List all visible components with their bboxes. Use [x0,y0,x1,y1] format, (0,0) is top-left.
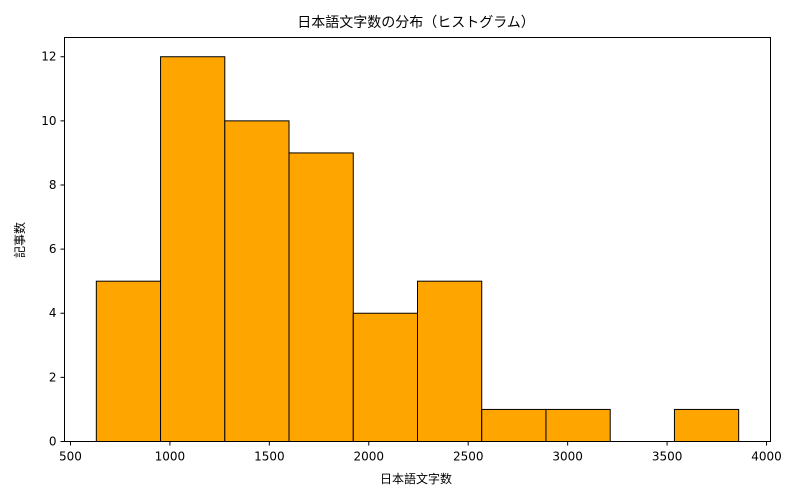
histogram-bar [95,280,162,442]
y-axis: 0 2 4 6 8 10 12 [41,50,65,449]
x-tick-label: 2000 [354,450,385,464]
x-tick-label: 1000 [155,450,186,464]
histogram-bar [224,120,290,442]
x-tick-label: 3000 [552,450,583,464]
histogram-bar [673,408,740,442]
y-tick-label: 4 [49,306,57,320]
histogram-bar [417,280,483,442]
y-axis-label: 記事数 [12,222,27,258]
x-axis-label: 日本語文字数 [380,471,452,486]
x-tick-label: 1500 [254,450,285,464]
x-tick-label: 500 [59,450,82,464]
bars-group [95,56,740,443]
chart-title: 日本語文字数の分布（ヒストグラム） [297,15,535,31]
y-tick-label: 2 [49,370,57,384]
y-tick-label: 8 [49,178,57,192]
x-tick-label: 3500 [652,450,683,464]
histogram-bar [160,56,226,442]
x-tick-label: 2500 [453,450,484,464]
plot-frame [64,37,771,442]
x-axis: 500 1000 1500 2000 2500 3000 3500 4000 [59,441,782,464]
histogram-bar [352,312,418,442]
y-tick-label: 10 [41,114,56,128]
histogram-bar [481,408,547,442]
histogram-bar [545,408,611,442]
x-tick-label: 4000 [751,450,782,464]
y-tick-label: 6 [49,242,57,256]
histogram-bar [288,152,354,443]
y-tick-label: 0 [49,435,57,449]
y-tick-label: 12 [41,50,56,64]
